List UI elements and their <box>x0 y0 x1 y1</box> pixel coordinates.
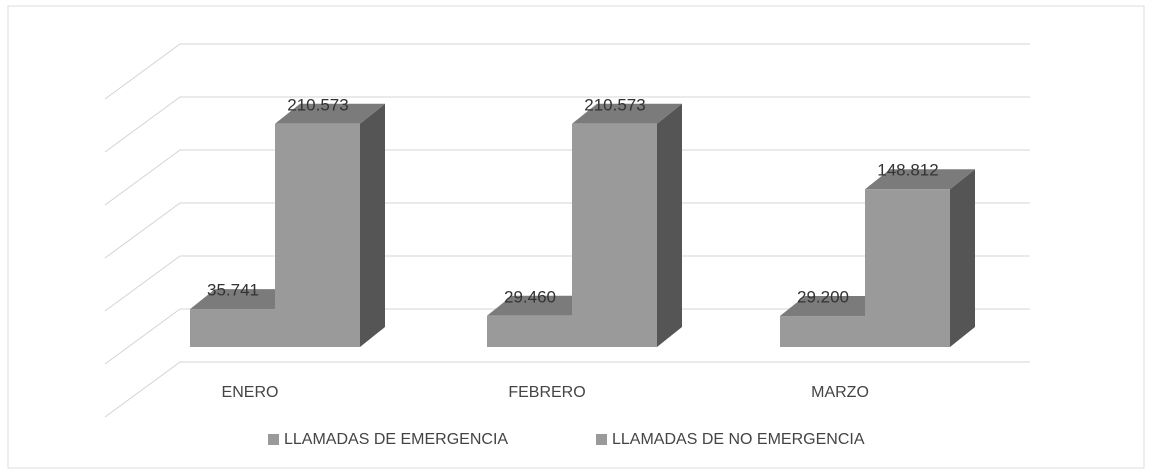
value-label: 35.741 <box>207 281 259 300</box>
bar <box>190 309 275 347</box>
grid-line <box>104 308 1030 365</box>
legend-swatch <box>596 434 607 445</box>
grid-line <box>104 202 1030 259</box>
legend-swatch <box>268 434 279 445</box>
value-label: 29.200 <box>797 288 849 307</box>
bar <box>487 315 572 347</box>
x-tick-label: ENERO <box>222 384 279 401</box>
value-label: 210.573 <box>584 95 645 114</box>
grid-line <box>104 149 1030 206</box>
value-label: 148.812 <box>877 161 938 180</box>
bar-top <box>487 295 597 316</box>
grid-line <box>104 361 1030 418</box>
bar-top <box>780 296 890 317</box>
bar <box>572 123 657 347</box>
bar-side <box>360 103 385 347</box>
bar <box>780 316 865 347</box>
value-label: 29.460 <box>504 287 556 306</box>
bar <box>865 189 950 347</box>
bar-side <box>657 103 682 347</box>
bar-top <box>275 103 385 124</box>
grid-line <box>104 96 1030 153</box>
bar-side <box>950 169 975 347</box>
grid-line <box>104 43 1030 100</box>
bar-top <box>572 103 682 124</box>
legend-label: LLAMADAS DE EMERGENCIA <box>284 431 508 448</box>
x-tick-label: MARZO <box>811 384 869 401</box>
bar-top <box>190 289 300 310</box>
x-tick-label: FEBRERO <box>508 384 585 401</box>
value-label: 210.573 <box>287 95 348 114</box>
legend-label: LLAMADAS DE NO EMERGENCIA <box>612 431 865 448</box>
bar-top <box>865 169 975 190</box>
bar <box>275 123 360 347</box>
grid-line <box>104 255 1030 312</box>
